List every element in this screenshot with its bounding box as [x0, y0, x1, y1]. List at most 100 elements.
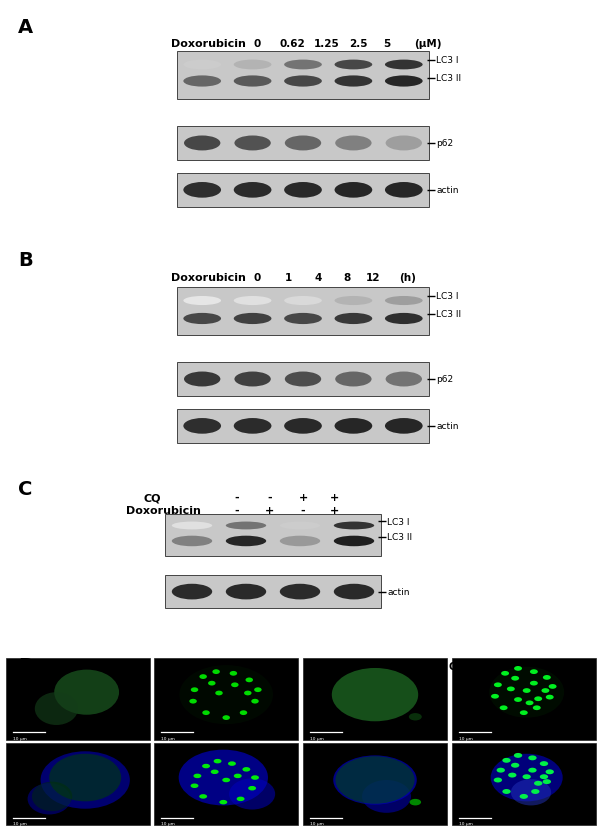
- Ellipse shape: [240, 711, 247, 716]
- Ellipse shape: [284, 183, 322, 198]
- Text: A: A: [18, 18, 33, 38]
- Text: +: +: [330, 492, 340, 502]
- Ellipse shape: [226, 536, 266, 547]
- Text: 4: 4: [314, 273, 322, 283]
- Ellipse shape: [501, 671, 509, 675]
- Ellipse shape: [332, 668, 418, 721]
- Ellipse shape: [520, 794, 528, 799]
- Ellipse shape: [190, 699, 197, 704]
- Ellipse shape: [540, 774, 548, 779]
- Ellipse shape: [193, 774, 202, 778]
- Ellipse shape: [502, 758, 511, 763]
- Text: (h): (h): [399, 273, 416, 283]
- Ellipse shape: [184, 314, 221, 324]
- Text: 0: 0: [253, 39, 260, 49]
- Text: 0: 0: [253, 273, 260, 283]
- Text: p62: p62: [436, 375, 454, 384]
- Ellipse shape: [248, 786, 256, 791]
- Ellipse shape: [514, 666, 522, 671]
- Ellipse shape: [285, 136, 321, 151]
- Ellipse shape: [284, 297, 322, 306]
- Ellipse shape: [335, 419, 372, 434]
- Ellipse shape: [334, 522, 374, 530]
- Text: 1: 1: [284, 273, 292, 283]
- Ellipse shape: [511, 779, 551, 805]
- Ellipse shape: [220, 800, 227, 804]
- Ellipse shape: [530, 670, 538, 675]
- Ellipse shape: [548, 684, 557, 689]
- Text: +: +: [330, 505, 340, 515]
- Ellipse shape: [386, 372, 422, 387]
- Text: 5: 5: [383, 39, 391, 49]
- Ellipse shape: [202, 711, 210, 716]
- Ellipse shape: [334, 536, 374, 547]
- Ellipse shape: [385, 297, 422, 306]
- Ellipse shape: [335, 297, 372, 306]
- Text: Untreated: Untreated: [28, 660, 83, 670]
- Bar: [303, 658, 447, 740]
- Ellipse shape: [334, 584, 374, 599]
- Ellipse shape: [226, 522, 266, 530]
- Ellipse shape: [520, 711, 528, 716]
- Ellipse shape: [234, 774, 242, 778]
- Ellipse shape: [500, 706, 508, 711]
- Ellipse shape: [534, 781, 542, 786]
- Ellipse shape: [285, 372, 321, 387]
- Ellipse shape: [543, 675, 551, 680]
- Ellipse shape: [223, 716, 230, 720]
- Text: LC3 I: LC3 I: [436, 56, 459, 65]
- Ellipse shape: [523, 688, 530, 693]
- Text: 10 μm: 10 μm: [310, 821, 324, 825]
- Ellipse shape: [184, 419, 221, 434]
- Ellipse shape: [502, 789, 511, 794]
- Ellipse shape: [280, 536, 320, 547]
- Ellipse shape: [508, 772, 517, 777]
- Text: 1.25: 1.25: [314, 39, 340, 49]
- Ellipse shape: [494, 777, 502, 782]
- Ellipse shape: [335, 372, 371, 387]
- Ellipse shape: [172, 536, 212, 547]
- Bar: [165, 514, 381, 556]
- Ellipse shape: [333, 756, 417, 804]
- Ellipse shape: [284, 60, 322, 70]
- Text: 10 μm: 10 μm: [161, 736, 175, 740]
- Text: 10 μm: 10 μm: [310, 736, 324, 740]
- Ellipse shape: [184, 183, 221, 198]
- Ellipse shape: [231, 682, 239, 687]
- Bar: [154, 658, 298, 740]
- Ellipse shape: [32, 782, 72, 811]
- Text: 10 μm: 10 μm: [13, 821, 27, 825]
- Text: actin: actin: [436, 186, 459, 195]
- Text: D: D: [18, 656, 34, 675]
- Ellipse shape: [235, 136, 271, 151]
- Text: 12: 12: [366, 273, 380, 283]
- Bar: [177, 127, 429, 161]
- Text: -: -: [235, 505, 239, 515]
- Ellipse shape: [172, 584, 212, 599]
- Ellipse shape: [211, 770, 218, 774]
- Bar: [177, 410, 429, 443]
- Text: CQ+Doxorubicin: CQ+Doxorubicin: [449, 660, 539, 670]
- Ellipse shape: [335, 183, 372, 198]
- Ellipse shape: [385, 76, 422, 88]
- Ellipse shape: [540, 762, 548, 766]
- Ellipse shape: [528, 767, 536, 772]
- Text: -: -: [301, 505, 305, 515]
- Ellipse shape: [184, 136, 220, 151]
- Ellipse shape: [234, 76, 271, 88]
- Bar: [452, 743, 596, 825]
- Ellipse shape: [184, 60, 221, 70]
- Ellipse shape: [511, 676, 519, 681]
- Text: 8: 8: [343, 273, 350, 283]
- Text: actin: actin: [436, 422, 459, 431]
- Ellipse shape: [530, 681, 538, 686]
- Ellipse shape: [228, 762, 236, 766]
- Ellipse shape: [335, 314, 372, 324]
- Ellipse shape: [335, 76, 372, 88]
- Bar: [452, 658, 596, 740]
- Ellipse shape: [179, 665, 273, 724]
- Ellipse shape: [523, 774, 531, 779]
- Text: 10 μm: 10 μm: [459, 736, 473, 740]
- Ellipse shape: [545, 769, 554, 774]
- Text: +: +: [298, 492, 308, 502]
